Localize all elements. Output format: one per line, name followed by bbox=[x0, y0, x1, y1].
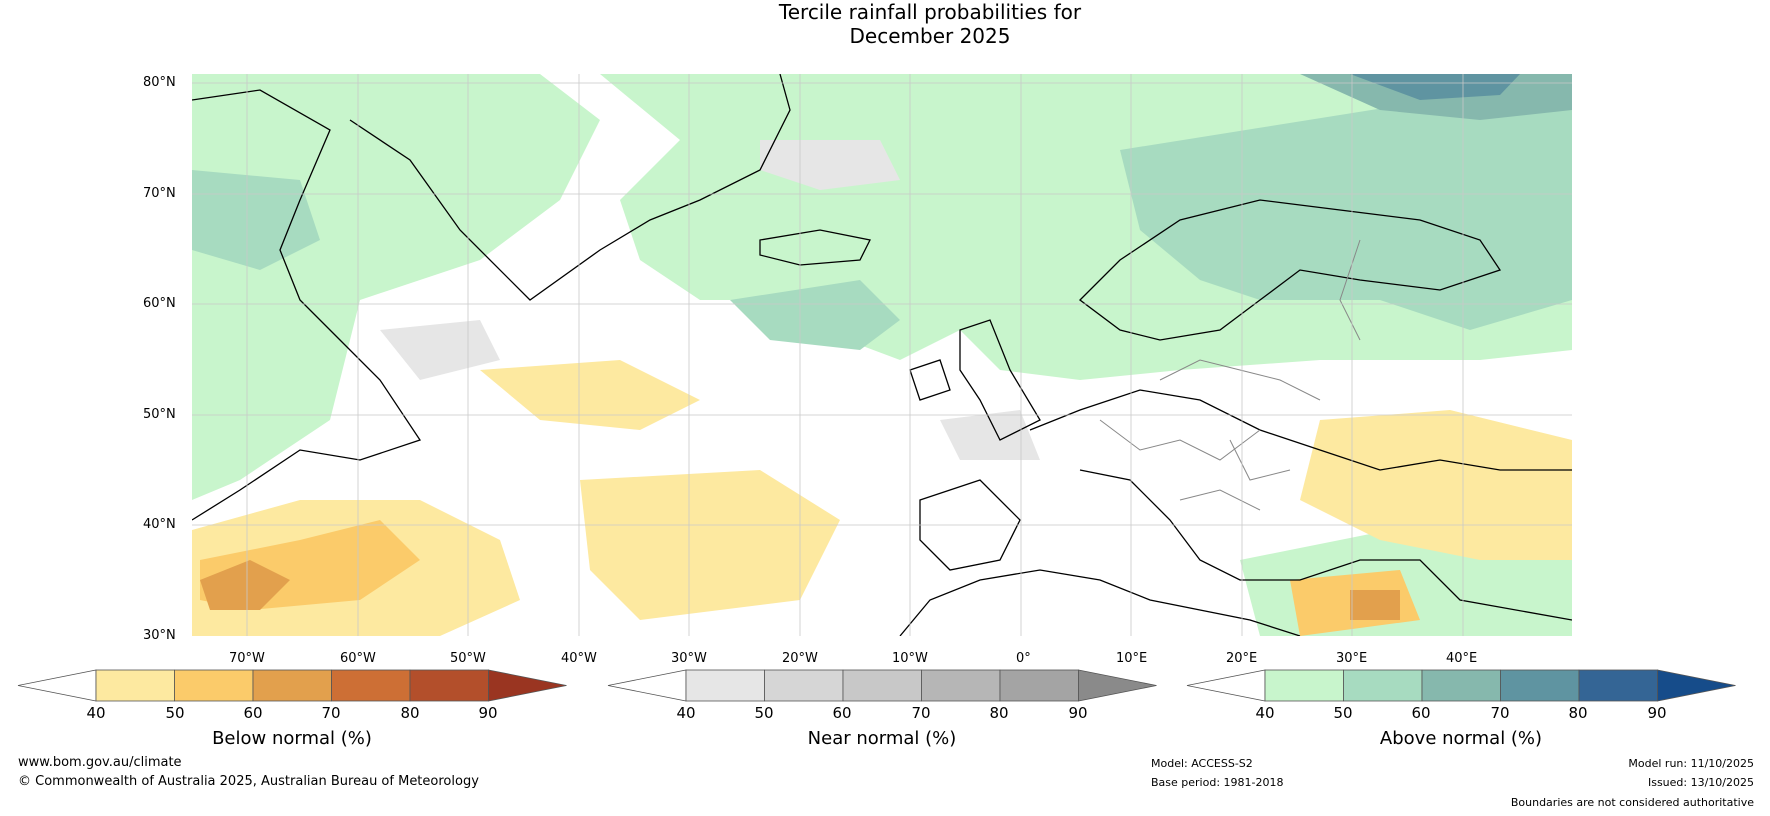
below-normal-area bbox=[580, 470, 840, 620]
cb-tick: 80 bbox=[400, 704, 420, 722]
colorbar-low-arrow bbox=[17, 669, 97, 702]
lon-label: 10°E bbox=[1116, 651, 1148, 666]
lat-label: 60°N bbox=[143, 296, 176, 311]
colorbar-segment bbox=[1578, 669, 1658, 702]
above-normal-area bbox=[192, 170, 320, 270]
coastline-canada bbox=[192, 89, 422, 521]
model-text: Model: ACCESS-S2 bbox=[1151, 757, 1253, 770]
colorbar-above-normal bbox=[1186, 669, 1736, 702]
colorbar-low-arrow bbox=[1186, 669, 1266, 702]
title-line-2: December 2025 bbox=[849, 24, 1011, 48]
colorbar-segment bbox=[1343, 669, 1423, 702]
country-borders bbox=[1099, 239, 1361, 511]
near-normal-area bbox=[760, 140, 900, 190]
colorbar-high-arrow bbox=[1657, 669, 1736, 702]
coastline-africa bbox=[899, 569, 1301, 636]
colorbar-segment bbox=[999, 669, 1079, 702]
below-normal-area bbox=[480, 360, 700, 430]
probability-fields bbox=[192, 74, 1572, 636]
lon-label: 20°E bbox=[1226, 651, 1258, 666]
cb-tick: 50 bbox=[1333, 704, 1353, 722]
near-normal-area bbox=[940, 410, 1040, 460]
colorbar-segment bbox=[174, 669, 254, 702]
cb-tick: 80 bbox=[1568, 704, 1588, 722]
cb-tick: 60 bbox=[243, 704, 263, 722]
colorbar-segment bbox=[252, 669, 332, 702]
below-normal-area bbox=[1300, 410, 1572, 560]
cb-tick: 40 bbox=[1255, 704, 1275, 722]
colorbar-segment bbox=[409, 669, 489, 702]
colorbar-segment bbox=[95, 669, 175, 702]
colorbar-segment bbox=[685, 669, 765, 702]
website-link[interactable]: www.bom.gov.au/climate bbox=[18, 755, 182, 770]
lat-label: 40°N bbox=[143, 517, 176, 532]
above-normal-area bbox=[1120, 80, 1572, 330]
colorbar-segment bbox=[1500, 669, 1580, 702]
lon-label: 0° bbox=[1016, 651, 1031, 666]
lon-label: 50°W bbox=[450, 651, 486, 666]
below-normal-area bbox=[1350, 590, 1400, 620]
cb-tick: 70 bbox=[911, 704, 931, 722]
disclaimer-text: Boundaries are not considered authoritat… bbox=[1510, 796, 1754, 809]
colorbar-segment bbox=[1264, 669, 1344, 702]
lon-label: 60°W bbox=[340, 651, 376, 666]
cb-tick: 50 bbox=[165, 704, 185, 722]
lon-label: 20°W bbox=[782, 651, 818, 666]
cb-tick: 40 bbox=[86, 704, 106, 722]
base-period-text: Base period: 1981-2018 bbox=[1151, 776, 1284, 789]
colorbar-segment bbox=[842, 669, 922, 702]
cb-tick: 70 bbox=[1490, 704, 1510, 722]
coastline-iceland bbox=[759, 229, 871, 266]
chart-title: Tercile rainfall probabilities for Decem… bbox=[0, 0, 1770, 48]
lon-label: 70°W bbox=[229, 651, 265, 666]
gridlines bbox=[192, 74, 1572, 636]
coastline-scandinavia bbox=[1079, 199, 1502, 341]
lat-label: 50°N bbox=[143, 407, 176, 422]
below-normal-area bbox=[200, 560, 290, 610]
cb-tick: 40 bbox=[676, 704, 696, 722]
colorbar-high-arrow bbox=[488, 669, 567, 702]
model-run-text: Model run: 11/10/2025 bbox=[1628, 757, 1754, 770]
cb-tick: 90 bbox=[1647, 704, 1667, 722]
copyright-text: © Commonwealth of Australia 2025, Austra… bbox=[18, 774, 479, 789]
colorbar-title: Near normal (%) bbox=[807, 728, 957, 749]
colorbar-segment bbox=[1421, 669, 1501, 702]
lon-label: 30°E bbox=[1336, 651, 1368, 666]
lat-label: 70°N bbox=[143, 186, 176, 201]
above-normal-area bbox=[1350, 74, 1520, 100]
issued-text: Issued: 13/10/2025 bbox=[1647, 776, 1754, 789]
colorbar-high-arrow bbox=[1078, 669, 1157, 702]
cb-tick: 70 bbox=[321, 704, 341, 722]
colorbar-segment bbox=[331, 669, 411, 702]
lon-label: 30°W bbox=[671, 651, 707, 666]
cb-tick: 90 bbox=[1068, 704, 1088, 722]
colorbar-title: Below normal (%) bbox=[212, 728, 372, 749]
coastline-british-isles bbox=[909, 319, 1041, 441]
cb-tick: 60 bbox=[832, 704, 852, 722]
colorbar-segment bbox=[764, 669, 844, 702]
colorbar-below-normal bbox=[17, 669, 567, 702]
cb-tick: 80 bbox=[989, 704, 1009, 722]
cb-tick: 60 bbox=[1411, 704, 1431, 722]
cb-tick: 50 bbox=[754, 704, 774, 722]
colorbar-low-arrow bbox=[607, 669, 687, 702]
title-line-1: Tercile rainfall probabilities for bbox=[778, 0, 1082, 24]
colorbar-segment bbox=[921, 669, 1001, 702]
lon-label: 40°E bbox=[1446, 651, 1478, 666]
coastline-greenland bbox=[349, 74, 791, 301]
lat-label: 30°N bbox=[143, 628, 176, 643]
lon-label: 10°W bbox=[892, 651, 928, 666]
coastline-europe bbox=[919, 389, 1572, 621]
colorbar-near-normal bbox=[607, 669, 1157, 702]
cb-tick: 90 bbox=[478, 704, 498, 722]
lon-label: 40°W bbox=[561, 651, 597, 666]
near-normal-area bbox=[380, 320, 500, 380]
above-normal-area bbox=[730, 280, 900, 350]
colorbar-title: Above normal (%) bbox=[1379, 728, 1543, 749]
lat-label: 80°N bbox=[143, 75, 176, 90]
